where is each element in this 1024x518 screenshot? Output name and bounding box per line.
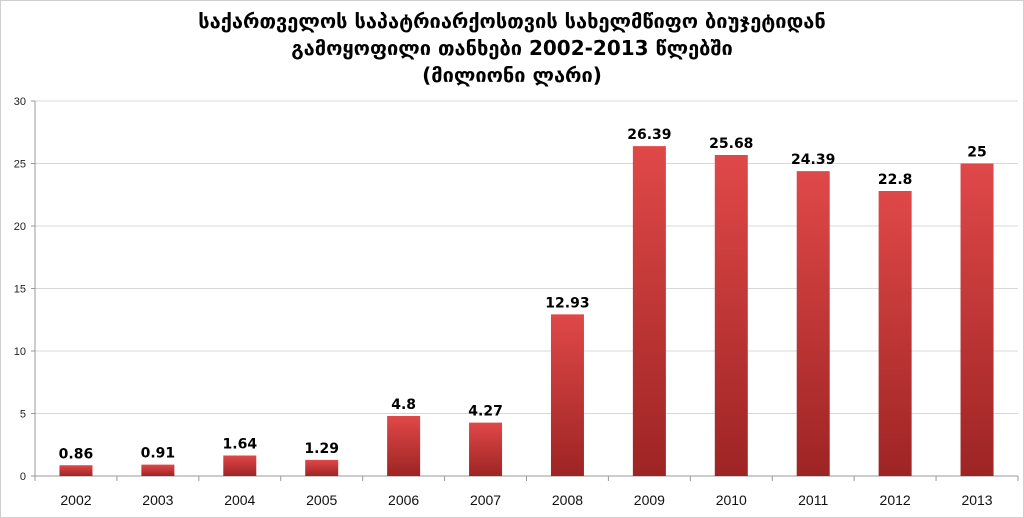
data-label-2005: 1.29 (304, 441, 339, 457)
y-tick-label: 30 (14, 96, 26, 108)
bar-2008 (550, 314, 584, 476)
data-label-2009: 26.39 (627, 127, 671, 143)
x-tick-label: 2013 (961, 492, 992, 508)
y-tick-label: 25 (14, 159, 26, 171)
x-tick-label: 2009 (634, 492, 665, 508)
data-label-2003: 0.91 (141, 446, 176, 462)
bar-2011 (796, 171, 830, 476)
x-tick-label: 2002 (60, 492, 91, 508)
data-label-2002: 0.86 (59, 446, 94, 462)
x-tick-label: 2007 (470, 492, 501, 508)
x-tick-label: 2006 (388, 492, 419, 508)
data-label-2004: 1.64 (223, 437, 258, 453)
x-tick-label: 2004 (224, 492, 255, 508)
data-label-2012: 22.8 (878, 172, 913, 188)
y-tick-labels: 0 5 10 15 20 25 30 (14, 96, 26, 483)
data-label-2008: 12.93 (545, 295, 589, 311)
y-tick-label: 15 (14, 284, 26, 296)
chart-title-line-2: გამოყოფილი თანხები 2002-2013 წლებში (291, 36, 733, 60)
bar-2006 (387, 416, 421, 476)
bar-2013 (960, 163, 994, 476)
bar-2012 (878, 191, 912, 476)
bar-2003 (141, 464, 175, 476)
x-tick-label: 2011 (798, 492, 828, 508)
bar-2005 (305, 459, 339, 476)
data-labels: 0.86 0.91 1.64 1.29 4.8 4.27 12.93 26.39 25.68 24… (59, 127, 987, 462)
bar-2009 (632, 146, 666, 476)
chart-title-line-3: (მილიონი ლარი) (422, 63, 602, 87)
data-label-2007: 4.27 (468, 404, 503, 420)
bar-2010 (714, 155, 748, 476)
y-tick-label: 10 (14, 346, 26, 358)
bar-2004 (223, 455, 257, 476)
bar-2007 (469, 422, 503, 476)
y-tick-label: 0 (20, 471, 26, 483)
x-tick-label: 2008 (552, 492, 583, 508)
x-tick-label: 2005 (306, 492, 337, 508)
axes (31, 100, 1019, 481)
data-label-2011: 24.39 (791, 152, 835, 168)
y-tick-label: 20 (14, 221, 26, 233)
chart-title: საქართველოს საპატრიარქოსთვის სახელმწიფო … (0, 8, 1024, 89)
x-tick-label: 2003 (142, 492, 173, 508)
bar-2002 (59, 465, 93, 476)
y-tick-label: 5 (20, 409, 26, 421)
data-label-2010: 25.68 (709, 136, 753, 152)
data-label-2013: 25 (967, 145, 986, 161)
x-tick-label: 2012 (880, 492, 911, 508)
x-tick-label: 2010 (716, 492, 747, 508)
bars (59, 146, 994, 476)
chart-title-line-1: საქართველოს საპატრიარქოსთვის სახელმწიფო … (198, 9, 826, 33)
data-label-2006: 4.8 (391, 397, 416, 413)
x-tick-labels: 2002 2003 2004 2005 2006 2007 2008 2009 2010 2011… (60, 492, 992, 508)
y-gridlines (35, 100, 1018, 414)
